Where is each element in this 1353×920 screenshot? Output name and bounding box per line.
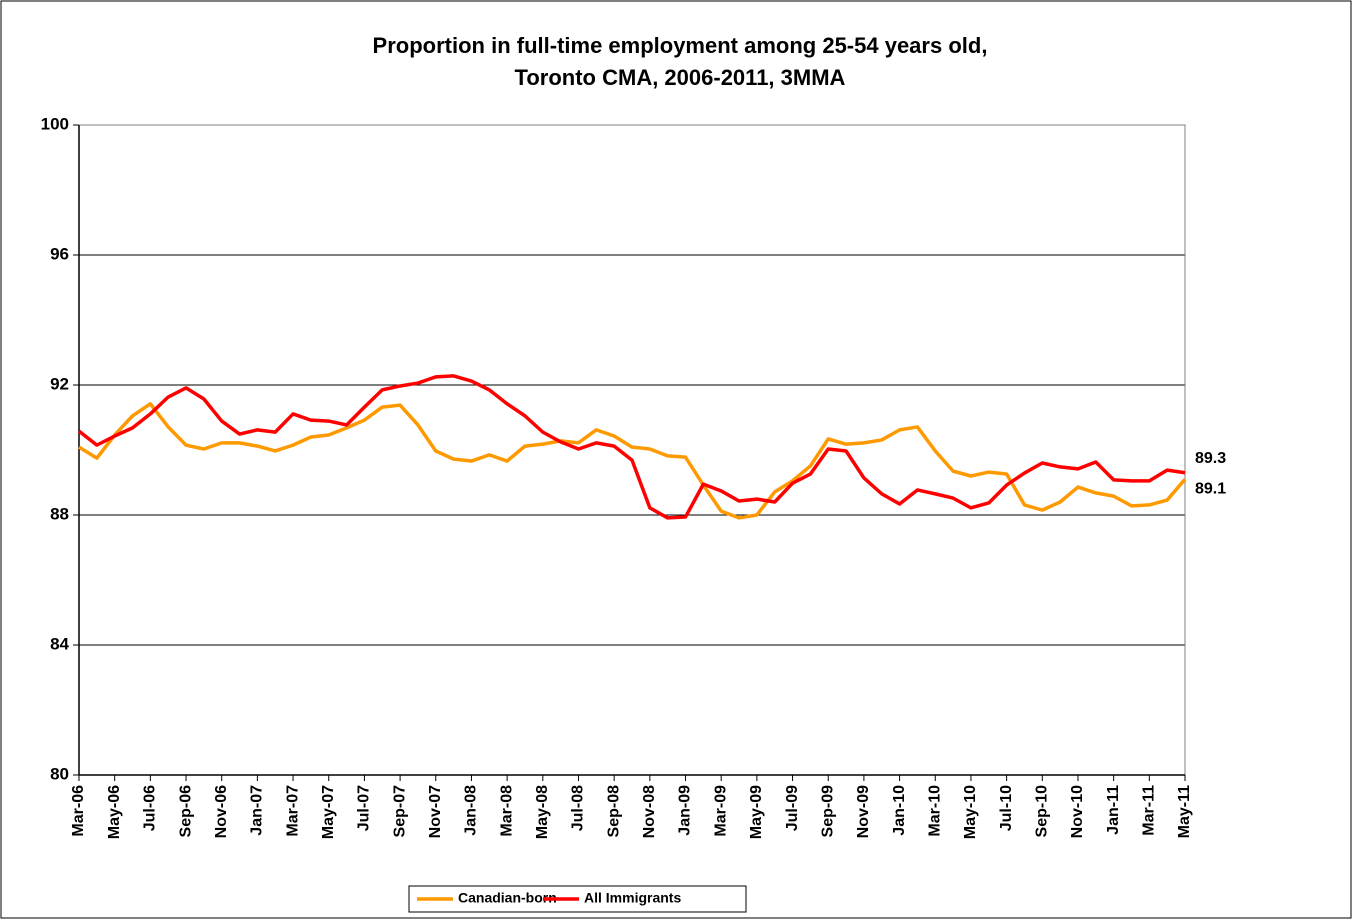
x-tick-label: Nov-06 (213, 785, 230, 838)
y-tick-label: 84 (50, 634, 69, 653)
x-tick-label: Sep-07 (391, 785, 408, 838)
x-tick-label: Mar-09 (712, 785, 729, 837)
x-tick-label: May-11 (1176, 785, 1193, 838)
y-tick-label: 96 (50, 244, 69, 263)
plot-frame (78, 124, 1186, 776)
x-tick-label: Nov-09 (855, 785, 872, 838)
x-tick-label: May-10 (962, 785, 979, 839)
x-tick-label: Jan-08 (463, 785, 480, 836)
x-tick-label: Jul-09 (784, 785, 801, 831)
x-tick-label: Jul-08 (570, 785, 587, 831)
x-tick-label: Nov-08 (641, 785, 658, 838)
x-tick-label: Mar-10 (926, 785, 943, 837)
x-tick-label: Mar-07 (284, 785, 301, 837)
series-line (77, 374, 1186, 520)
x-tick-label: Mar-06 (70, 785, 87, 837)
x-tick-label: Mar-11 (1141, 785, 1158, 836)
x-tick-label: Sep-09 (819, 785, 836, 838)
x-tick-label: May-09 (748, 785, 765, 839)
series-line (78, 402, 1187, 520)
data-label: 89.1 (1195, 480, 1226, 497)
y-tick-label: 80 (50, 764, 69, 783)
x-tick-label: Jul-06 (142, 785, 159, 831)
x-tick-label: Mar-08 (498, 785, 515, 837)
legend-label: Canadian-born (458, 890, 557, 906)
chart-title: Proportion in full-time employment among… (372, 33, 988, 90)
x-tick-label: Nov-07 (427, 785, 444, 838)
x-tick-label: Jan-09 (677, 785, 694, 836)
x-tick-label: Sep-06 (177, 785, 194, 838)
x-tick-label: Nov-10 (1069, 785, 1086, 838)
y-tick-label: 92 (50, 374, 69, 393)
x-tick-label: Sep-08 (605, 785, 622, 838)
x-tick-label: Jul-07 (356, 785, 373, 831)
x-tick-label: Jan-07 (249, 785, 266, 836)
x-tick-label: Jan-10 (891, 785, 908, 836)
x-tick-label: Sep-10 (1034, 785, 1051, 838)
x-tick-label: Jul-10 (998, 785, 1015, 831)
y-tick-label: 88 (50, 504, 69, 523)
data-label: 89.3 (1195, 450, 1226, 467)
x-tick-label: May-06 (106, 785, 123, 839)
y-tick-label: 100 (41, 114, 69, 133)
x-tick-label: May-08 (534, 785, 551, 839)
legend-label: All Immigrants (584, 890, 681, 906)
x-tick-label: Jan-11 (1105, 785, 1122, 835)
x-tick-label: May-07 (320, 785, 337, 839)
